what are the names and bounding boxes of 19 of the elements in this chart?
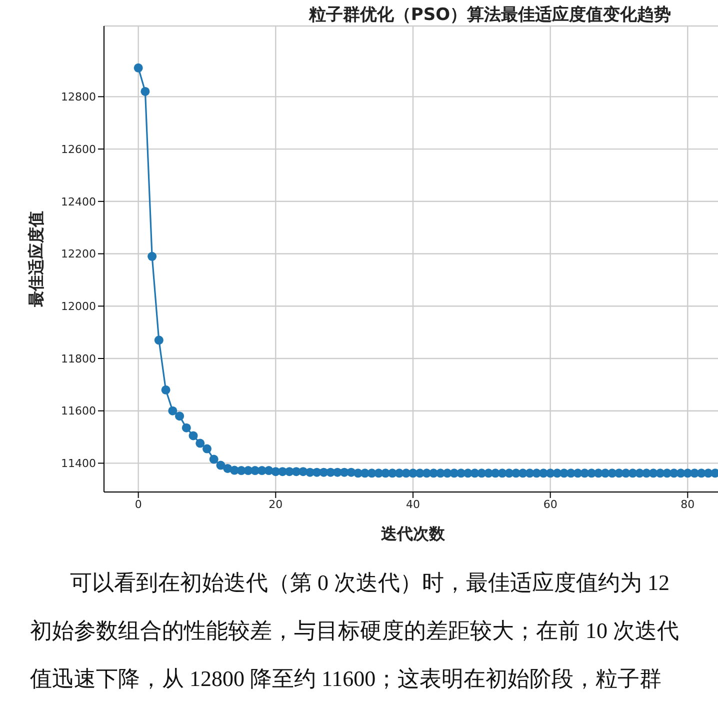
y-tick-label: 11400 xyxy=(61,457,96,470)
x-tick-label: 40 xyxy=(406,498,420,511)
x-tick-label: 0 xyxy=(134,498,142,511)
y-tick-label: 11800 xyxy=(61,352,96,366)
y-tick-label: 12800 xyxy=(61,90,96,104)
x-tick-label: 80 xyxy=(680,498,695,511)
y-tick-label: 11600 xyxy=(61,404,96,418)
text: 可以看到在初始迭代（第 0 次迭代）时，最佳适应度值约为 12 xyxy=(70,569,670,597)
text: 值迅速下降，从 12800 降至约 11600；这表明在初始阶段，粒子群 xyxy=(30,665,662,693)
y-axis-title: 最佳适应度值 xyxy=(26,211,46,308)
x-tick-label: 20 xyxy=(268,498,283,511)
x-tick-label: 60 xyxy=(543,498,558,511)
chart-title: 粒子群优化（PSO）算法最佳适应度值变化趋势 xyxy=(308,5,672,25)
x-axis-title: 迭代次数 xyxy=(380,524,446,543)
y-tick-label: 12000 xyxy=(61,300,96,314)
y-tick-label: 12200 xyxy=(61,248,96,261)
y-tick-label: 12600 xyxy=(61,142,96,156)
text: 初始参数组合的性能较差，与目标硬度的差距较大；在前 10 次迭代 xyxy=(30,617,679,645)
y-tick-label: 12400 xyxy=(61,195,96,208)
